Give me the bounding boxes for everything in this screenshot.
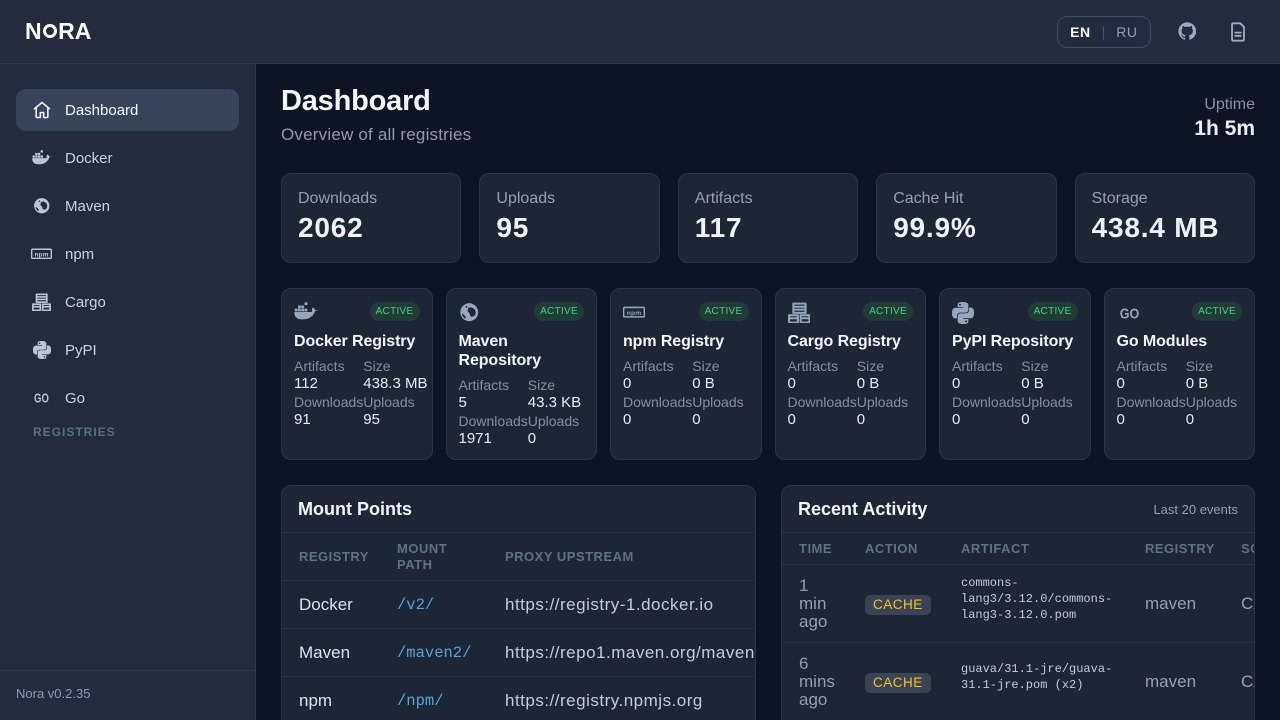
svg-text:GO: GO: [1119, 305, 1139, 322]
svg-text:GO: GO: [34, 391, 49, 406]
svg-text:npm: npm: [627, 310, 642, 317]
svg-text:npm: npm: [35, 251, 49, 258]
